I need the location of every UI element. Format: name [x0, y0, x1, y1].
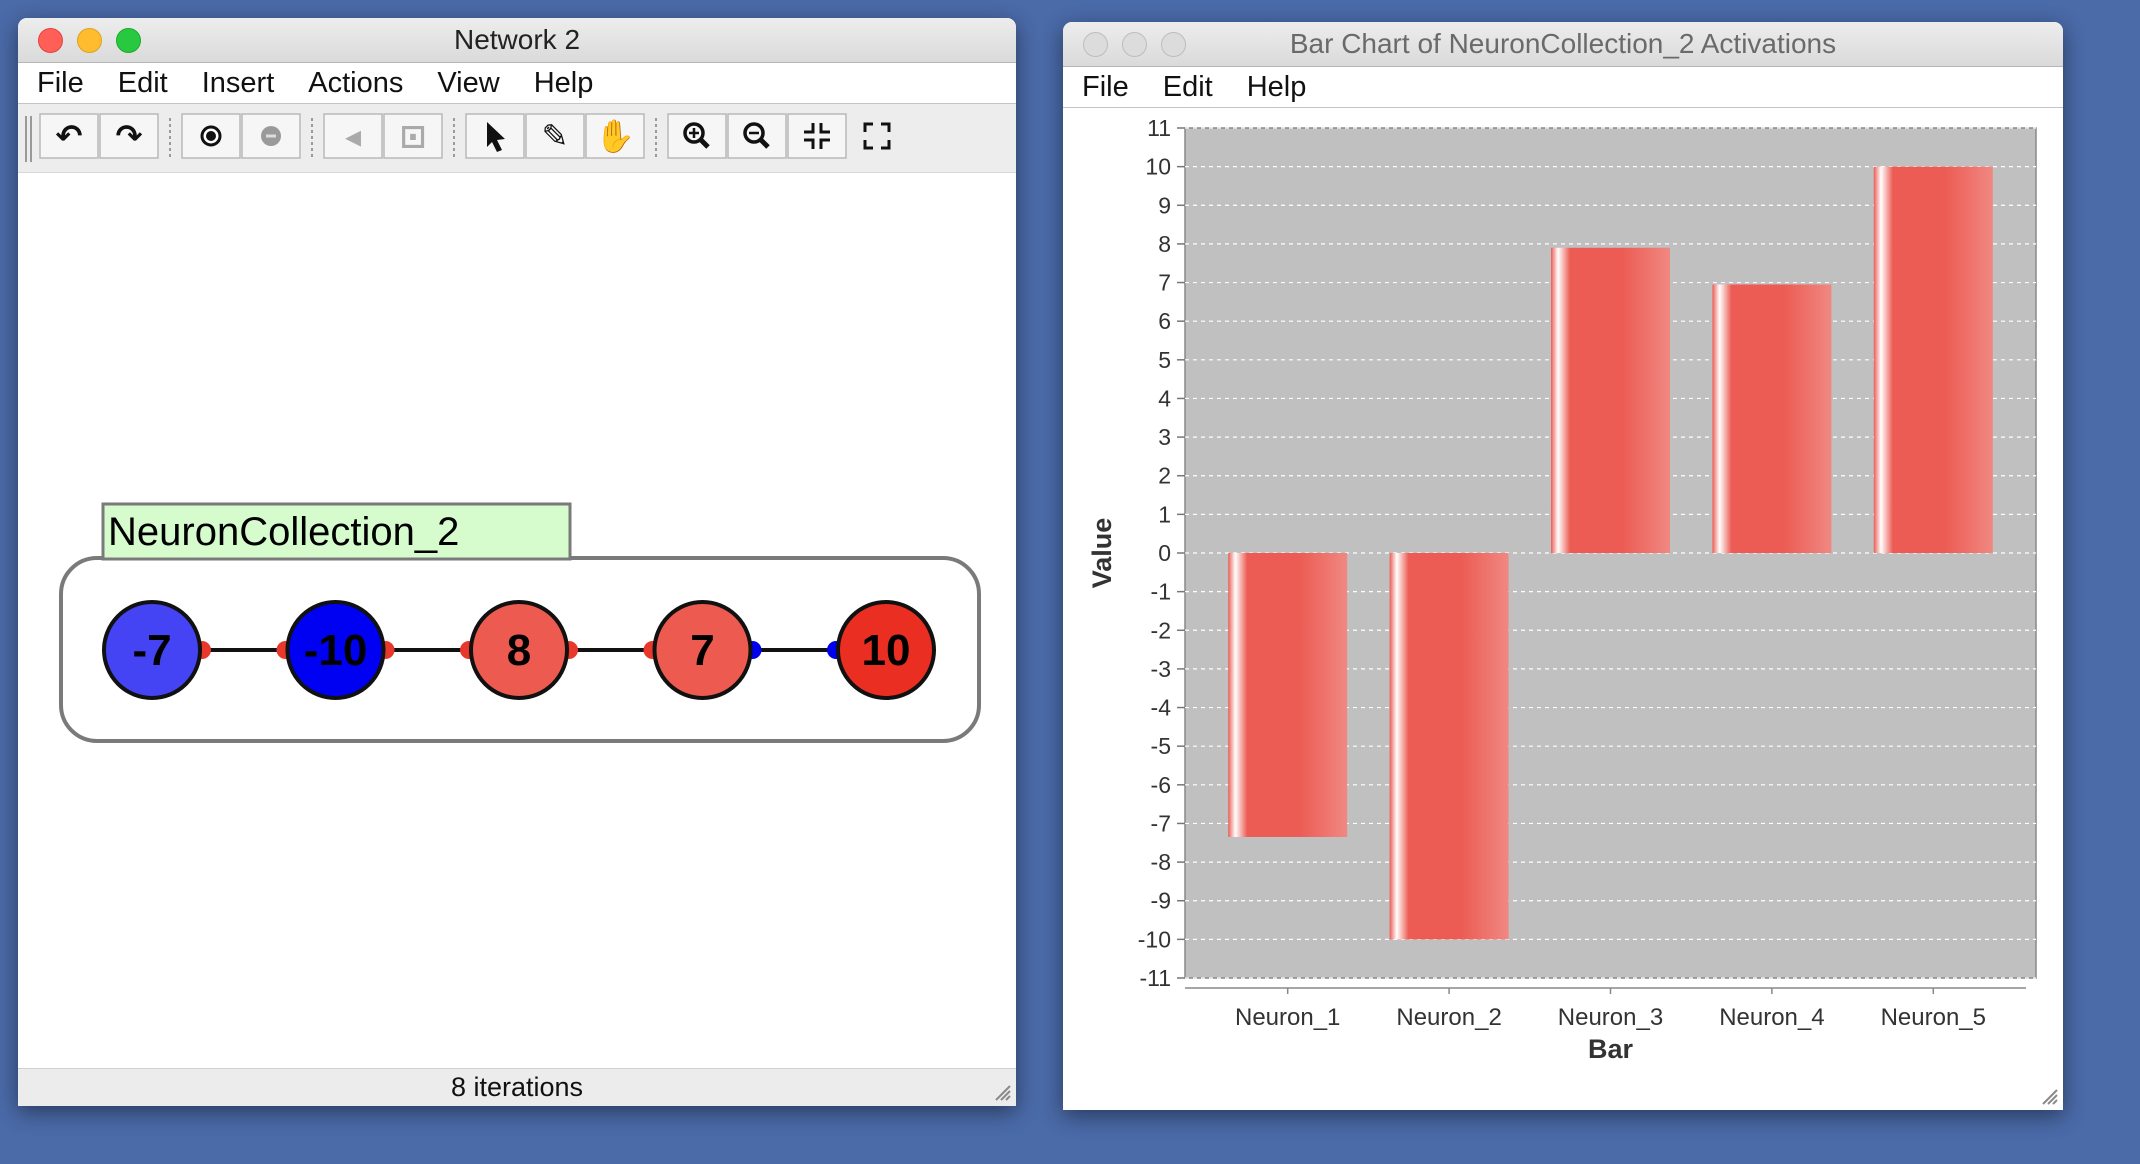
y-tick-label: 6 [1158, 308, 1171, 334]
y-tick-label: -3 [1151, 656, 1171, 682]
svg-text:⊡: ⊡ [400, 117, 427, 155]
y-tick-label: -8 [1151, 849, 1171, 875]
y-tick-label: 1 [1158, 501, 1171, 527]
y-tick-label: -4 [1151, 695, 1172, 721]
menu-help[interactable]: Help [1246, 70, 1307, 103]
neuron-node[interactable]: -10 [285, 600, 386, 700]
undo-icon[interactable]: ↶ [39, 113, 99, 159]
chart-window: Bar Chart of NeuronCollection_2 Activati… [1063, 22, 2063, 1110]
y-tick-label: -6 [1151, 772, 1171, 798]
resize-grip[interactable] [990, 1080, 1012, 1102]
fit-screen-icon[interactable] [787, 113, 847, 159]
selection-arrow-icon[interactable] [465, 113, 525, 159]
network-titlebar[interactable]: Network 2 [18, 18, 1016, 63]
neuron-node[interactable]: -7 [102, 600, 202, 700]
y-tick-label: 7 [1158, 270, 1171, 296]
x-tick-label: Neuron_2 [1396, 1004, 1501, 1031]
y-tick-label: -9 [1151, 888, 1171, 914]
wand-disabled-icon[interactable]: ◂ [323, 113, 383, 159]
y-tick-label: 10 [1145, 154, 1171, 180]
zoom-window-button[interactable] [1161, 31, 1186, 57]
chart-panel: 11 10 9 8 7 6 5 4 3 2 1 0 -1 -2 -3 -4 -5 -6 -7 -8 -9 -10 -11 Ne… [1063, 108, 2063, 1110]
y-tick-label: 2 [1158, 463, 1171, 489]
neuron-node[interactable]: 10 [836, 600, 936, 700]
collection-label-box[interactable] [101, 502, 572, 561]
y-tick-label: -5 [1151, 733, 1171, 759]
svg-text:✎: ✎ [542, 117, 569, 155]
magic-wand-icon[interactable]: ✎ [525, 113, 585, 159]
chart-menubar: File Edit Help [1063, 67, 2063, 108]
network-window: Network 2 File Edit Insert Actions View Help … [18, 18, 1016, 1106]
menu-help[interactable]: Help [533, 66, 594, 99]
y-tick-label: -1 [1151, 579, 1171, 605]
y-tick-label: 0 [1158, 540, 1171, 566]
iterations-label: 8 iterations [450, 1072, 584, 1102]
menu-file[interactable]: File [37, 66, 84, 99]
minimize-window-button[interactable] [77, 27, 102, 53]
bar-neuron-3[interactable] [1551, 247, 1670, 554]
x-tick-label: Neuron_1 [1235, 1004, 1340, 1031]
svg-text:◂: ◂ [345, 117, 361, 155]
resize-grip[interactable] [2037, 1084, 2059, 1106]
network-menubar: File Edit Insert Actions View Help [18, 63, 1016, 104]
svg-text:↶: ↶ [56, 117, 83, 155]
menu-edit[interactable]: Edit [1162, 70, 1213, 103]
neuron-value: -10 [304, 626, 368, 675]
y-tick-label: -11 [1139, 965, 1171, 991]
x-tick-label: Neuron_3 [1558, 1004, 1663, 1031]
menu-file[interactable]: File [1082, 70, 1129, 103]
grid-disabled-icon[interactable]: ⊡ [383, 113, 443, 159]
svg-text:✋: ✋ [595, 117, 635, 155]
menu-view[interactable]: View [437, 66, 500, 99]
close-window-button[interactable] [1083, 31, 1108, 57]
bar-neuron-5[interactable] [1873, 166, 1993, 554]
neuron-value: 7 [690, 626, 714, 675]
close-window-button[interactable] [38, 27, 63, 53]
y-tick-label: -2 [1151, 617, 1171, 643]
y-tick-label: 3 [1158, 424, 1171, 450]
window-title: Bar Chart of NeuronCollection_2 Activati… [1289, 28, 1837, 59]
y-tick-label: 5 [1158, 347, 1171, 373]
pan-hand-icon[interactable]: ✋ [585, 113, 645, 159]
y-axis-label: Value [1087, 518, 1117, 589]
bar-neuron-4[interactable] [1712, 284, 1832, 553]
menu-insert[interactable]: Insert [201, 66, 275, 99]
clear-neuron-icon[interactable] [241, 113, 301, 159]
x-tick-label: Neuron_4 [1719, 1004, 1824, 1031]
zoom-window-button[interactable] [116, 27, 141, 53]
neuron-value: 10 [862, 626, 911, 675]
add-neuron-icon[interactable] [181, 113, 241, 159]
svg-text:↷: ↷ [116, 117, 143, 155]
minimize-window-button[interactable] [1122, 31, 1147, 57]
y-tick-label: 11 [1147, 115, 1171, 141]
x-tick-label: Neuron_5 [1881, 1004, 1986, 1031]
y-tick-label: -10 [1138, 926, 1171, 952]
y-tick-label: -7 [1151, 810, 1171, 836]
collection-label: NeuronCollection_2 [108, 510, 459, 554]
x-axis-label: Bar [1588, 1034, 1634, 1064]
zoom-out-icon[interactable] [727, 113, 787, 159]
neuron-value: -7 [132, 626, 171, 675]
bar-neuron-2[interactable] [1389, 553, 1509, 940]
neuron-node[interactable]: 7 [652, 600, 753, 700]
bar-neuron-1[interactable] [1228, 553, 1348, 837]
menu-actions[interactable]: Actions [308, 66, 404, 99]
redo-icon[interactable]: ↷ [99, 113, 159, 159]
y-tick-label: 8 [1158, 231, 1171, 257]
neuron-node[interactable]: 8 [469, 600, 569, 700]
window-title: Network 2 [453, 24, 581, 55]
menu-edit[interactable]: Edit [117, 66, 168, 99]
neuron-value: 8 [507, 626, 531, 675]
y-tick-label: 4 [1158, 385, 1171, 411]
chart-titlebar[interactable]: Bar Chart of NeuronCollection_2 Activati… [1063, 22, 2063, 67]
y-tick-label: 9 [1158, 192, 1171, 218]
zoom-in-icon[interactable] [667, 113, 727, 159]
status-bar: 8 iterations [18, 1068, 1016, 1106]
network-toolbar: ↶ ↷ ◂ ⊡ ✎ ✋ [18, 104, 1016, 173]
fullscreen-icon[interactable] [863, 122, 891, 150]
network-canvas[interactable]: NeuronCollection_2 -7 -10 8 7 10 [18, 173, 1016, 1069]
